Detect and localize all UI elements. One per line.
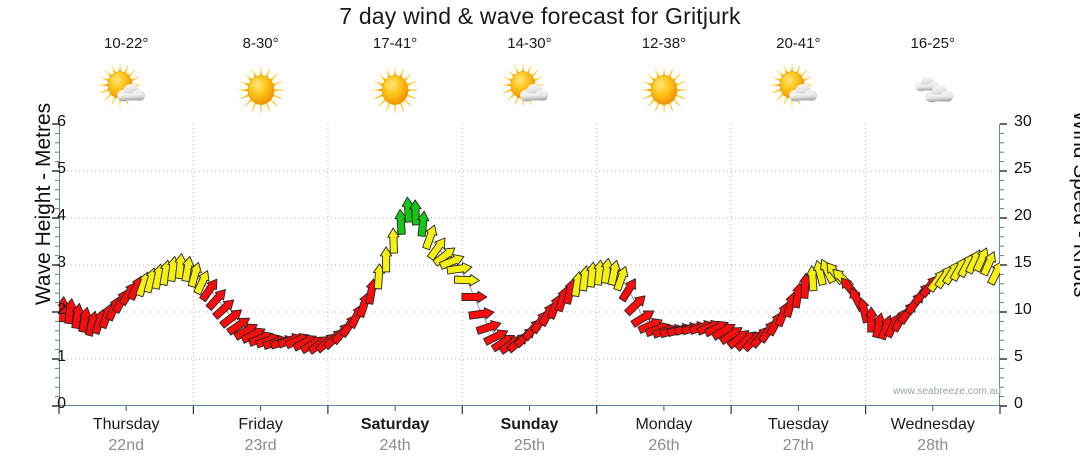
day-label: Thursday 22nd — [59, 414, 193, 456]
day-header: 10-22° — [59, 34, 193, 122]
day-of-week: Tuesday — [767, 416, 829, 433]
day-date: 27th — [782, 437, 814, 454]
day-date: 26th — [648, 437, 680, 454]
day-temperature-range: 17-41° — [372, 35, 418, 52]
day-label: Sunday 25th — [462, 414, 596, 456]
day-label: Monday 26th — [597, 414, 731, 456]
day-date: 24th — [379, 437, 411, 454]
chart-title: 7 day wind & wave forecast for Gritjurk — [339, 3, 741, 29]
day-of-week: Saturday — [360, 416, 430, 433]
forecast-plot — [59, 124, 1000, 406]
day-temperature-range: 12-38° — [641, 35, 687, 52]
watermark: www.seabreeze.com.au — [893, 386, 1002, 397]
day-header-strip: 10-22° 8-30° — [59, 34, 1000, 122]
day-temperature-range: 8-30° — [242, 35, 279, 52]
left-axis-tick-label: 6 — [57, 113, 66, 130]
day-date: 28th — [917, 437, 949, 454]
left-axis-tick-label: 1 — [57, 348, 66, 365]
right-axis-tick-label: 20 — [1014, 207, 1032, 224]
day-header: 12-38° — [597, 34, 731, 122]
right-axis-tick-label: 0 — [1014, 395, 1023, 412]
partly-cloudy-icon — [90, 57, 162, 121]
day-temperature-range: 20-41° — [776, 35, 821, 52]
day-of-week: Wednesday — [890, 416, 975, 433]
day-of-week: Sunday — [500, 416, 559, 433]
sunny-icon — [359, 57, 431, 121]
left-axis-tick-label: 3 — [57, 254, 66, 271]
day-label: Wednesday 28th — [866, 414, 1000, 456]
day-date: 25th — [513, 437, 546, 454]
left-axis-tick-label: 2 — [57, 301, 66, 318]
sunny-icon — [225, 57, 297, 121]
day-header: 16-25° — [866, 34, 1000, 122]
day-of-week: Monday — [635, 416, 693, 433]
day-of-week: Friday — [238, 416, 283, 433]
left-axis-tick-label: 4 — [57, 207, 66, 224]
right-axis-tick-label: 15 — [1014, 254, 1032, 271]
right-axis-tick-label: 30 — [1014, 113, 1032, 130]
right-axis-tick-label: 5 — [1014, 348, 1023, 365]
left-axis-tick-label: 0 — [57, 395, 66, 412]
day-label: Tuesday 27th — [731, 414, 865, 456]
partly-cloudy-icon — [493, 57, 565, 121]
right-axis-tick-label: 10 — [1014, 301, 1032, 318]
day-temperature-range: 14-30° — [507, 35, 552, 52]
day-header: 8-30° — [193, 34, 327, 122]
day-header: 20-41° — [731, 34, 865, 122]
sunny-icon — [628, 57, 700, 121]
day-date: 23rd — [244, 437, 277, 454]
day-label: Saturday 24th — [328, 414, 462, 456]
left-axis-tick-label: 5 — [57, 160, 66, 177]
partly-cloudy-icon — [762, 57, 834, 121]
day-of-week: Thursday — [92, 416, 160, 433]
day-label: Friday 23rd — [193, 414, 327, 456]
right-axis-tick-label: 25 — [1014, 160, 1032, 177]
day-header: 14-30° — [462, 34, 596, 122]
plot-area — [59, 124, 1000, 406]
right-axis-title: Wind Speed - Knots — [1069, 110, 1080, 298]
day-header: 17-41° — [328, 34, 462, 122]
day-temperature-range: 10-22° — [104, 35, 149, 52]
day-date: 22nd — [108, 437, 144, 454]
day-label-strip: Thursday 22nd Friday 23rd Saturday 24th … — [59, 414, 1000, 456]
cloudy-icon — [897, 57, 969, 121]
day-temperature-range: 16-25° — [910, 35, 955, 52]
